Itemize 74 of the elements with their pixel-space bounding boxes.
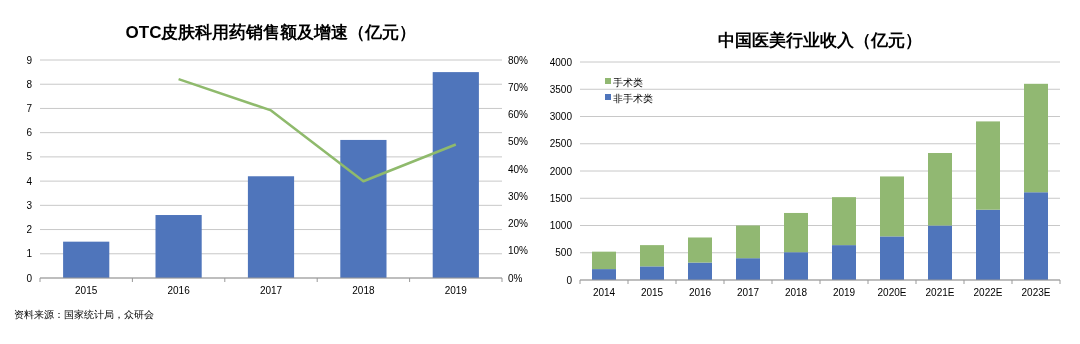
y-tick-label: 9: [26, 54, 33, 66]
bar: [928, 225, 952, 280]
bar: [736, 258, 760, 280]
bar: [432, 72, 479, 278]
y-tick-label: 5: [26, 151, 33, 163]
y2-tick-label: 50%: [508, 136, 529, 148]
text: 资料来源：国家统计局，众研会: [14, 309, 154, 320]
bar: [640, 266, 664, 280]
y-tick-label: 1000: [549, 220, 573, 231]
bar: [640, 245, 664, 267]
y2-tick-label: 70%: [508, 81, 529, 93]
bar: [592, 251, 616, 270]
x-tick-label: 2018: [784, 287, 808, 298]
legend-label: 非手术类: [613, 92, 653, 104]
bar: [832, 245, 856, 280]
y-tick-label: 2: [26, 224, 33, 236]
y-tick-label: 1500: [549, 192, 573, 204]
x-tick-label: 2022E: [973, 287, 1003, 298]
x-tick-label: 2017: [736, 287, 760, 298]
bar: [976, 121, 1000, 210]
x-tick-label: 2015: [75, 285, 98, 296]
bar: [784, 252, 808, 280]
y-tick-label: 500: [555, 247, 573, 259]
y2-tick-label: 20%: [508, 218, 529, 229]
y-tick-label: 3: [26, 199, 33, 211]
x-tick-label: 2016: [688, 287, 712, 298]
y2-tick-label: 40%: [508, 163, 529, 175]
y-tick-label: 7: [26, 102, 33, 114]
y-tick-label: 4000: [549, 56, 573, 68]
y-tick-label: 4: [26, 175, 33, 187]
x-tick-label: 2019: [832, 287, 856, 298]
y-tick-label: 3000: [549, 111, 573, 122]
x-tick-label: 2015: [640, 287, 664, 298]
y2-tick-label: 0%: [508, 272, 523, 284]
bar: [1024, 192, 1048, 280]
y2-tick-label: 60%: [508, 109, 529, 120]
bar: [340, 139, 387, 278]
x-tick-label: 2014: [592, 287, 616, 298]
x-tick-label: 2023E: [1021, 287, 1051, 298]
bar: [880, 236, 904, 280]
y-tick-label: 6: [26, 127, 33, 139]
x-tick-label: 2019: [444, 285, 468, 296]
y-tick-label: 8: [26, 78, 33, 90]
y-tick-label: 0: [26, 272, 33, 284]
x-tick-label: 2016: [167, 285, 191, 296]
bar: [976, 209, 1000, 280]
bar: [736, 225, 760, 259]
x-tick-label: 2018: [352, 285, 375, 296]
y-tick-label: 2500: [549, 138, 573, 150]
y2-tick-label: 30%: [508, 190, 529, 202]
y-tick-label: 3500: [549, 83, 573, 95]
y-tick-label: 1: [26, 248, 33, 260]
y2-tick-label: 10%: [508, 245, 529, 257]
y-tick-label: 0: [566, 274, 573, 286]
legend-label: 手术类: [613, 76, 643, 88]
y2-tick-label: 80%: [508, 54, 529, 66]
bar: [832, 197, 856, 246]
y-tick-label: 2000: [549, 165, 573, 177]
bar: [592, 269, 616, 280]
bar: [784, 212, 808, 253]
bar: [928, 153, 952, 226]
bar: [63, 241, 110, 278]
bar: [155, 215, 202, 278]
bar: [247, 176, 295, 278]
bar: [880, 176, 904, 237]
bar: [688, 262, 712, 280]
line-series: [177, 77, 458, 183]
chart-title: OTC皮肤科用药销售额及增速（亿元）: [125, 23, 417, 42]
x-tick-label: 2020E: [877, 287, 907, 298]
bar: [688, 237, 712, 263]
bar: [1024, 83, 1048, 193]
x-tick-label: 2021E: [925, 287, 955, 298]
chart-title: 中国医美行业收入（亿元）: [718, 31, 922, 50]
x-tick-label: 2017: [259, 285, 283, 296]
